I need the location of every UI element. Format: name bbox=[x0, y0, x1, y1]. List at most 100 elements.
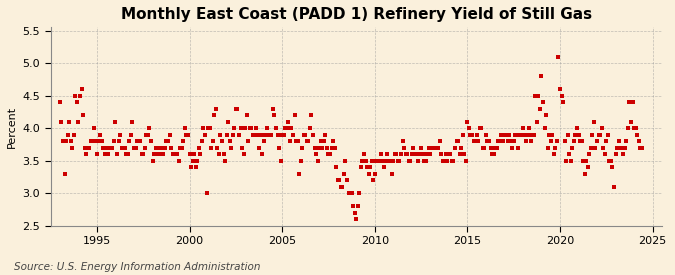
Point bbox=[397, 139, 408, 143]
Point bbox=[628, 126, 639, 130]
Point bbox=[530, 94, 541, 98]
Point bbox=[155, 145, 165, 150]
Point bbox=[335, 185, 346, 189]
Point bbox=[302, 139, 313, 143]
Point bbox=[485, 145, 496, 150]
Point bbox=[422, 152, 433, 156]
Point bbox=[87, 139, 98, 143]
Point bbox=[596, 126, 607, 130]
Point bbox=[358, 152, 369, 156]
Point bbox=[614, 139, 624, 143]
Point bbox=[273, 145, 284, 150]
Point bbox=[421, 158, 431, 163]
Point bbox=[440, 152, 451, 156]
Point bbox=[292, 139, 303, 143]
Point bbox=[98, 145, 109, 150]
Point bbox=[476, 126, 487, 130]
Point bbox=[309, 145, 320, 150]
Point bbox=[400, 152, 411, 156]
Point bbox=[505, 139, 516, 143]
Point bbox=[542, 145, 553, 150]
Point bbox=[246, 126, 256, 130]
Point bbox=[217, 139, 227, 143]
Point bbox=[591, 139, 602, 143]
Point bbox=[325, 152, 335, 156]
Point bbox=[243, 139, 254, 143]
Point bbox=[57, 139, 68, 143]
Point bbox=[172, 152, 183, 156]
Point bbox=[323, 152, 334, 156]
Point bbox=[579, 171, 590, 176]
Point bbox=[561, 158, 572, 163]
Point bbox=[404, 158, 414, 163]
Point bbox=[119, 145, 130, 150]
Point bbox=[280, 126, 291, 130]
Point bbox=[163, 139, 173, 143]
Point bbox=[368, 178, 379, 182]
Point bbox=[224, 139, 235, 143]
Point bbox=[70, 94, 81, 98]
Point bbox=[514, 132, 525, 137]
Point bbox=[601, 139, 612, 143]
Point bbox=[417, 152, 428, 156]
Point bbox=[272, 132, 283, 137]
Point bbox=[205, 126, 215, 130]
Point bbox=[471, 132, 482, 137]
Point bbox=[298, 132, 309, 137]
Point bbox=[147, 158, 158, 163]
Point bbox=[144, 126, 155, 130]
Point bbox=[477, 145, 488, 150]
Point bbox=[161, 139, 172, 143]
Point bbox=[173, 158, 184, 163]
Point bbox=[394, 158, 405, 163]
Point bbox=[551, 139, 562, 143]
Point bbox=[201, 191, 212, 195]
Point bbox=[286, 126, 297, 130]
Point bbox=[437, 158, 448, 163]
Point bbox=[142, 132, 153, 137]
Point bbox=[237, 145, 248, 150]
Point bbox=[342, 178, 352, 182]
Point bbox=[169, 152, 180, 156]
Point bbox=[326, 145, 337, 150]
Point bbox=[410, 152, 421, 156]
Point bbox=[306, 113, 317, 117]
Point bbox=[371, 158, 382, 163]
Point bbox=[496, 132, 507, 137]
Point bbox=[545, 139, 556, 143]
Point bbox=[553, 54, 564, 59]
Point bbox=[95, 132, 105, 137]
Point bbox=[250, 126, 261, 130]
Point bbox=[564, 152, 574, 156]
Point bbox=[396, 152, 406, 156]
Text: Source: U.S. Energy Information Administration: Source: U.S. Energy Information Administ… bbox=[14, 262, 260, 272]
Point bbox=[357, 158, 368, 163]
Point bbox=[111, 152, 122, 156]
Point bbox=[621, 139, 632, 143]
Point bbox=[223, 119, 234, 124]
Point bbox=[465, 132, 476, 137]
Point bbox=[536, 74, 547, 78]
Point bbox=[497, 139, 508, 143]
Point bbox=[84, 145, 95, 150]
Point bbox=[319, 139, 329, 143]
Point bbox=[334, 178, 345, 182]
Point bbox=[524, 126, 535, 130]
Point bbox=[215, 132, 226, 137]
Point bbox=[132, 139, 142, 143]
Point bbox=[130, 145, 141, 150]
Point bbox=[68, 132, 79, 137]
Point bbox=[559, 139, 570, 143]
Point bbox=[590, 145, 601, 150]
Point bbox=[418, 158, 429, 163]
Point bbox=[340, 158, 351, 163]
Point bbox=[568, 139, 579, 143]
Point bbox=[116, 145, 127, 150]
Point bbox=[584, 152, 595, 156]
Point bbox=[218, 152, 229, 156]
Point bbox=[329, 145, 340, 150]
Point bbox=[79, 145, 90, 150]
Point bbox=[578, 158, 589, 163]
Point bbox=[269, 113, 280, 117]
Point bbox=[74, 94, 85, 98]
